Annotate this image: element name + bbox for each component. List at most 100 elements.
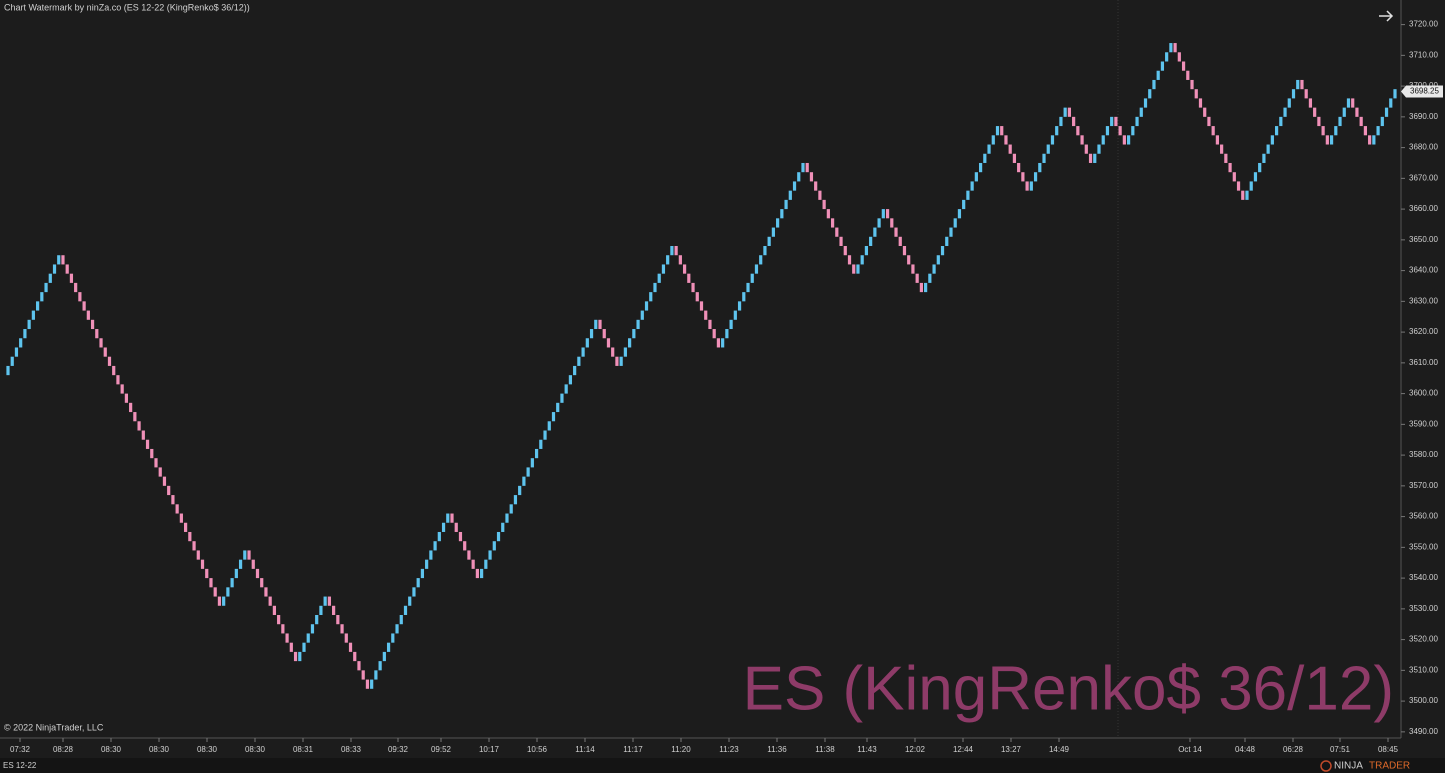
renko-brick <box>395 624 399 634</box>
renko-brick <box>1093 153 1097 163</box>
y-tick-label: 3560.00 <box>1409 512 1438 521</box>
renko-brick <box>391 633 395 643</box>
x-tick-label: 12:02 <box>905 745 926 754</box>
y-tick-label: 3660.00 <box>1409 204 1438 213</box>
renko-brick <box>137 421 141 431</box>
renko-brick <box>1181 61 1186 71</box>
renko-brick <box>1203 107 1207 117</box>
renko-brick <box>890 218 894 228</box>
x-tick-label: 08:30 <box>245 745 266 754</box>
renko-brick <box>847 255 852 265</box>
renko-brick <box>708 319 712 330</box>
instrument-tab[interactable]: ES 12-22 <box>3 761 37 770</box>
renko-brick <box>661 264 666 274</box>
renko-brick <box>382 651 386 662</box>
renko-brick <box>940 246 945 256</box>
renko-brick <box>133 412 137 422</box>
renko-brick <box>285 633 289 643</box>
renko-brick <box>1042 153 1046 163</box>
renko-brick <box>670 246 674 256</box>
renko-brick <box>678 255 682 265</box>
renko-brick <box>987 144 991 154</box>
x-tick-label: 11:17 <box>623 745 643 754</box>
renko-brick <box>843 246 847 256</box>
renko-brick <box>179 513 183 523</box>
renko-brick <box>864 246 869 256</box>
renko-brick <box>1342 107 1346 117</box>
renko-brick <box>1033 172 1038 182</box>
renko-brick <box>1253 172 1258 182</box>
renko-brick <box>1101 135 1105 145</box>
renko-brick <box>1194 89 1198 99</box>
renko-brick <box>1304 89 1308 99</box>
renko-brick <box>852 264 856 274</box>
renko-brick <box>441 522 446 532</box>
renko-brick <box>594 319 598 330</box>
renko-brick <box>1072 116 1076 127</box>
renko-brick <box>222 596 226 606</box>
renko-brick <box>830 218 835 228</box>
x-tick-label: 07:51 <box>1330 745 1351 754</box>
renko-brick <box>530 458 534 468</box>
renko-brick <box>82 301 86 311</box>
renko-brick <box>628 338 632 348</box>
renko-brick <box>1249 181 1253 191</box>
renko-brick <box>344 633 348 643</box>
renko-brick <box>725 329 729 339</box>
renko-brick <box>289 642 293 652</box>
renko-brick <box>1152 79 1156 90</box>
renko-brick <box>615 356 619 366</box>
renko-brick <box>408 596 412 606</box>
renko-brick <box>957 209 962 219</box>
watermark: ES (KingRenko$ 36/12) <box>743 654 1394 723</box>
renko-brick <box>691 282 695 293</box>
renko-brick <box>1017 162 1021 173</box>
y-tick-label: 3590.00 <box>1409 419 1438 428</box>
renko-brick <box>10 356 14 366</box>
x-tick-label: 08:33 <box>341 745 362 754</box>
renko-brick <box>129 402 133 413</box>
renko-brick <box>729 319 733 330</box>
renko-brick <box>1097 144 1101 154</box>
renko-brick <box>281 624 285 634</box>
renko-brick <box>759 255 763 265</box>
renko-brick <box>36 301 40 311</box>
renko-brick <box>141 430 145 440</box>
renko-brick <box>898 236 902 246</box>
renko-brick <box>704 310 708 320</box>
renko-brick <box>1165 52 1169 62</box>
arrow-icon[interactable] <box>1379 10 1394 22</box>
renko-brick <box>1334 126 1338 136</box>
renko-brick <box>1004 135 1008 145</box>
renko-brick <box>1139 107 1143 117</box>
y-tick-label: 3650.00 <box>1409 235 1438 244</box>
renko-brick <box>167 485 171 496</box>
renko-brick <box>1291 89 1296 99</box>
renko-brick <box>822 199 826 210</box>
renko-brick <box>1088 153 1093 163</box>
renko-brick <box>585 338 589 348</box>
renko-brick <box>881 209 885 219</box>
renko-brick <box>268 596 272 606</box>
renko-brick <box>945 236 949 246</box>
renko-brick <box>1351 98 1355 108</box>
renko-brick <box>1308 98 1313 108</box>
renko-brick <box>332 605 336 615</box>
renko-brick <box>386 642 391 652</box>
renko-brick <box>695 292 699 302</box>
renko-brick <box>86 310 90 320</box>
renko-brick <box>116 375 120 385</box>
renko-brick <box>171 495 175 505</box>
renko-brick <box>403 605 408 615</box>
renko-brick <box>814 181 818 191</box>
y-tick-label: 3690.00 <box>1409 112 1438 121</box>
renko-brick <box>420 568 425 579</box>
renko-brick <box>1236 181 1241 191</box>
renko-brick <box>450 513 454 523</box>
arrow-path[interactable] <box>1379 10 1394 22</box>
x-tick-label: 08:30 <box>101 745 122 754</box>
renko-brick <box>522 476 526 486</box>
renko-brick <box>454 522 458 532</box>
